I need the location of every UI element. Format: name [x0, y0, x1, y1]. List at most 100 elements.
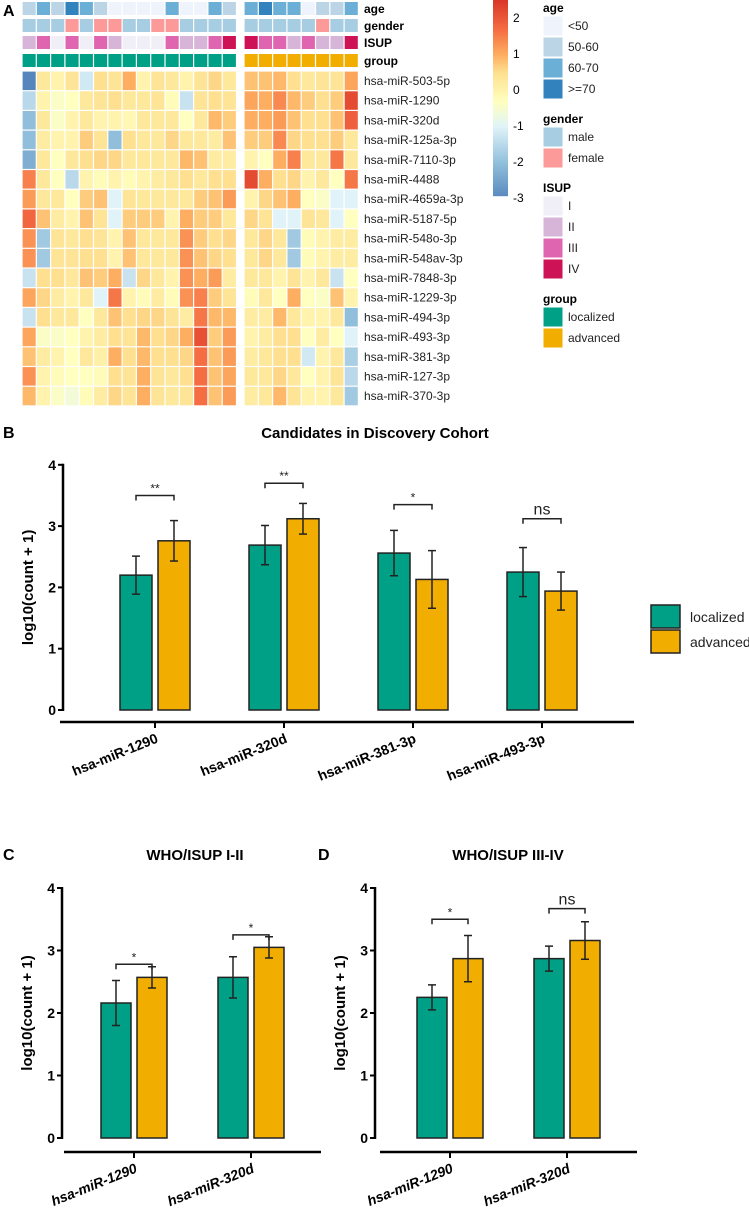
row-label: hsa-miR-4659a-3p — [364, 192, 464, 206]
heatmap-cell — [94, 209, 108, 228]
heatmap-cell — [287, 209, 301, 228]
heatmap-cell — [137, 347, 151, 366]
heatmap-cell — [22, 170, 36, 189]
heatmap-cell — [51, 268, 65, 288]
heatmap-cell — [287, 229, 301, 248]
heatmap-cell — [79, 111, 93, 130]
heatmap-cell — [330, 150, 344, 169]
colorbar-segment — [493, 78, 508, 81]
bar-localized — [248, 544, 282, 711]
colorbar-segment — [493, 74, 508, 77]
colorbar-segment — [493, 108, 508, 111]
bar-advanced — [286, 517, 320, 711]
heatmap-cell — [22, 327, 36, 347]
colorbar-segment — [493, 6, 508, 9]
colorbar-segment — [493, 140, 508, 143]
colorbar-segment — [493, 72, 508, 75]
significance-bracket — [232, 934, 270, 940]
colorbar-segment — [493, 142, 508, 145]
heatmap-cell — [316, 367, 330, 386]
heatmap-cell — [208, 209, 222, 228]
colorbar-segment — [493, 146, 508, 149]
colorbar-segment — [493, 132, 508, 135]
colorbar-segment — [493, 166, 508, 169]
annotation-cell-isup — [194, 36, 208, 49]
heatmap-cell — [316, 347, 330, 366]
heatmap-cell — [258, 308, 272, 327]
heatmap-cell — [51, 248, 65, 268]
heatmap-cell — [137, 268, 151, 288]
heatmap-cell — [208, 327, 222, 347]
heatmap-cell — [208, 111, 222, 130]
annotation-cell-isup — [65, 36, 79, 49]
heatmap-cell — [65, 347, 79, 366]
heatmap-cell — [151, 248, 165, 268]
heatmap-cell — [79, 130, 93, 150]
heatmap-cell — [244, 189, 258, 209]
heatmap-cell — [79, 209, 93, 228]
heatmap-cell — [344, 386, 358, 406]
colorbar-segment — [493, 0, 508, 3]
annotation-cell-age — [165, 2, 179, 15]
annotation-cell-isup — [344, 36, 358, 49]
heatmap-cell — [122, 209, 136, 228]
heatmap-cell — [194, 71, 208, 91]
heatmap-cell — [165, 288, 179, 307]
annotation-cell-gender — [222, 19, 236, 32]
heatmap-cell — [316, 288, 330, 307]
heatmap-cell — [344, 268, 358, 288]
heatmap-cell — [137, 288, 151, 307]
heatmap-cell — [108, 189, 122, 209]
heatmap-cell — [258, 268, 272, 288]
heatmap-cell — [36, 189, 50, 209]
heatmap-cell — [194, 130, 208, 150]
heatmap-cell — [179, 91, 193, 110]
row-label: hsa-miR-1290 — [364, 94, 440, 108]
colorbar-segment — [493, 164, 508, 167]
heatmap-cell — [330, 111, 344, 130]
heatmap-cell — [151, 111, 165, 130]
annotation-cell-gender — [179, 19, 193, 32]
heatmap: age gender ISUP group hsa-miR-503-5p hsa-miR-… — [22, 0, 620, 406]
heatmap-cell — [79, 268, 93, 288]
heatmap-cell — [79, 91, 93, 110]
heatmap-cell — [344, 347, 358, 366]
annotation-cell-gender — [36, 19, 50, 32]
annotation-cell-group — [122, 54, 136, 67]
heatmap-cell — [165, 347, 179, 366]
heatmap-cell — [36, 71, 50, 91]
heatmap-cell — [330, 189, 344, 209]
colorbar-segment — [493, 118, 508, 121]
heatmap-cell — [316, 327, 330, 347]
heatmap-cell — [94, 229, 108, 248]
annotation-cell-group — [222, 54, 236, 67]
heatmap-cell — [179, 209, 193, 228]
annotation-cell-age — [79, 2, 93, 15]
heatmap-cell — [301, 91, 315, 110]
annotation-cell-group — [273, 54, 287, 67]
heatmap-cell — [108, 111, 122, 130]
heatmap-cell — [36, 288, 50, 307]
annotation-cell-age — [36, 2, 50, 15]
colorbar-tick-label: -1 — [513, 119, 524, 133]
heatmap-cell — [22, 209, 36, 228]
heatmap-cell — [165, 91, 179, 110]
heatmap-cell — [51, 130, 65, 150]
legend-label: localized — [690, 609, 744, 625]
heatmap-cell — [36, 209, 50, 228]
heatmap-cell — [273, 268, 287, 288]
row-label: hsa-miR-494-3p — [364, 310, 450, 324]
heatmap-cell — [65, 189, 79, 209]
heatmap-cell — [316, 150, 330, 169]
annotation-cell-gender — [287, 19, 301, 32]
legend-swatch-localized — [650, 604, 681, 629]
significance-label: * — [411, 491, 416, 505]
heatmap-cell — [344, 308, 358, 327]
annotation-cell-age — [273, 2, 287, 15]
heatmap-cell — [108, 308, 122, 327]
heatmap-cell — [301, 150, 315, 169]
heatmap-cell — [258, 288, 272, 307]
heatmap-cell — [222, 209, 236, 228]
significance-label: ns — [559, 892, 576, 909]
heatmap-cell — [22, 308, 36, 327]
